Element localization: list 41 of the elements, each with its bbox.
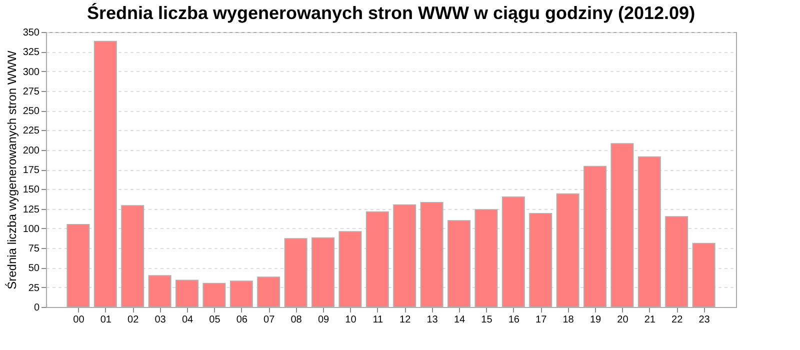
x-tick-label: 04 [182,314,194,326]
x-tick-label: 03 [154,314,166,326]
x-tick-label: 22 [672,314,684,326]
y-tick-label: 25 [28,282,40,294]
y-tick-label: 125 [22,204,40,216]
x-tick-label: 23 [698,314,710,326]
x-tick-label: 15 [481,314,493,326]
y-tick-label: 250 [22,106,40,118]
x-tick-label: 12 [400,314,412,326]
y-tick-label: 300 [22,66,40,78]
x-tick-label: 05 [209,314,221,326]
y-tick-label: 75 [28,244,40,255]
x-tick-label: 11 [372,314,384,326]
x-tick-label: 06 [236,314,248,326]
y-tick-label: 325 [22,47,40,58]
x-tick-label: 20 [617,314,629,326]
y-tick-label: 350 [22,28,40,38]
x-tick-label: 13 [426,314,438,326]
x-tick-label: 16 [508,314,520,326]
x-tick-label: 17 [536,314,548,326]
y-tick-label: 150 [22,184,40,196]
x-tick-label: 10 [345,314,357,326]
x-tick-label: 18 [562,314,574,326]
y-axis-title: Średnia liczba wygenerowanych stron WWW [4,50,19,290]
chart-title: Średnia liczba wygenerowanych stron WWW w ciągu godziny (2012.09) [86,3,696,23]
x-tick-label: 00 [73,314,85,326]
x-tick-label: 14 [454,314,466,326]
y-tick-label: 0 [34,302,40,314]
x-tick-label: 09 [318,314,330,326]
y-tick-label: 100 [22,224,40,235]
y-tick-label: 175 [22,165,40,176]
x-tick-label: 21 [644,314,656,326]
x-tick-label: 02 [128,314,140,326]
y-tick-label: 200 [22,145,40,156]
y-tick-label: 225 [22,126,40,137]
x-tick-label: 07 [264,314,276,326]
x-tick-label: 01 [100,314,112,326]
y-tick-label: 275 [22,86,40,98]
y-tick-label: 50 [28,263,40,274]
x-tick-label: 08 [290,314,302,326]
x-tick-label: 19 [590,314,602,326]
